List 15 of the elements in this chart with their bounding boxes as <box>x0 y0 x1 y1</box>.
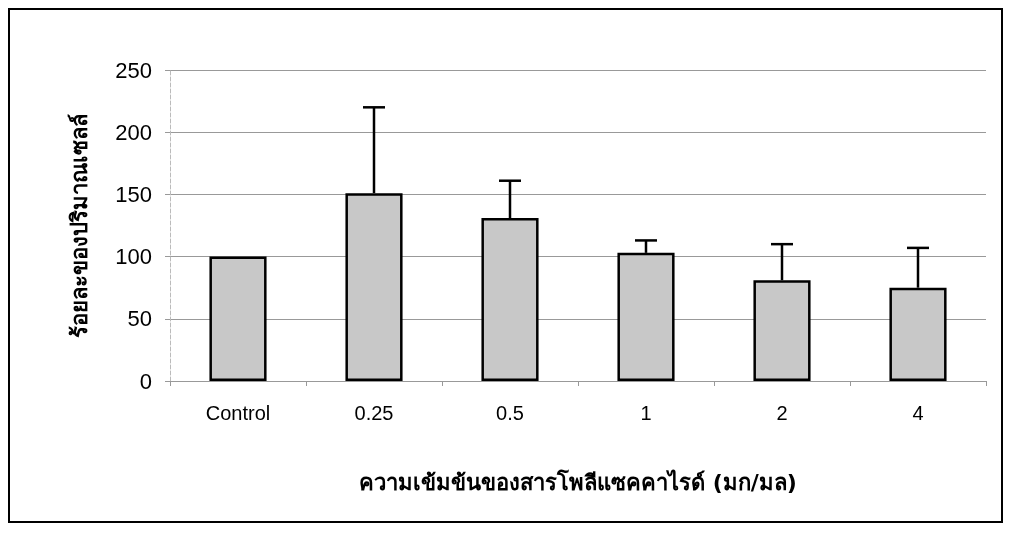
y-tick-label: 100 <box>115 244 152 270</box>
x-tick-label: Control <box>205 402 271 424</box>
x-tick-label: 0.5 <box>496 402 524 424</box>
y-axis-title: ร้อยละของปริมาณเซลล์ <box>66 113 92 338</box>
x-axis-title: ความเข้มข้นของสารโพลีแซคคาไรด์ (มก/มล) <box>359 468 797 495</box>
x-tick-label: 2 <box>776 402 788 424</box>
bar <box>209 256 267 381</box>
x-tick-label: 1 <box>640 402 652 424</box>
y-tick-label: 250 <box>115 57 152 83</box>
y-tick-label: 150 <box>115 181 152 207</box>
y-tick-label: 50 <box>127 306 152 332</box>
y-tick-label: 200 <box>115 119 152 145</box>
x-tick-label: 4 <box>912 402 924 424</box>
y-tick-label: 0 <box>139 368 152 394</box>
x-tick-label: 0.25 <box>354 402 394 424</box>
